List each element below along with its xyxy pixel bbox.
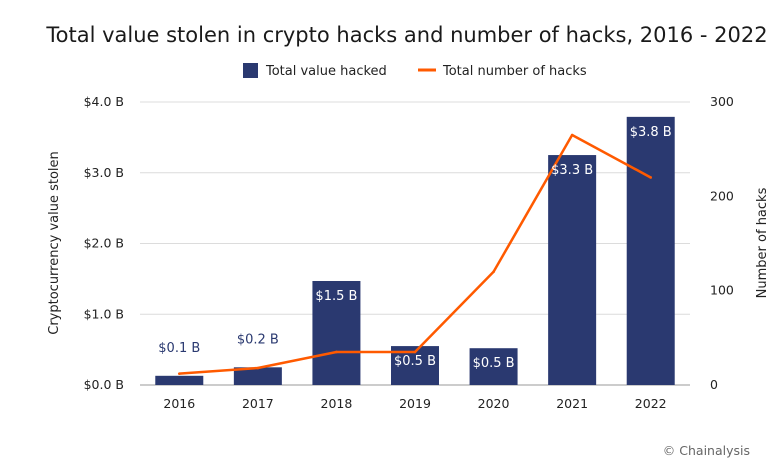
- y-tick-right: 300: [710, 94, 734, 109]
- bar-data-label: $0.2 B: [237, 332, 279, 347]
- chart-title: Total value stolen in crypto hacks and n…: [45, 23, 767, 47]
- legend: Total value hacked Total number of hacks: [243, 63, 587, 79]
- y-axis-label-right: Number of hacks: [755, 187, 770, 298]
- y-tick-right: 0: [710, 377, 718, 392]
- gridlines: [140, 101, 690, 386]
- y-tick-left: $4.0 B: [84, 94, 124, 109]
- bar-data-label: $0.5 B: [394, 354, 436, 369]
- legend-swatch-total-value-hacked: [243, 63, 258, 78]
- bar-data-label: $3.3 B: [551, 163, 593, 178]
- x-tick: 2018: [321, 396, 353, 411]
- x-tick: 2020: [478, 396, 510, 411]
- left-axis-ticks: $0.0 B $1.0 B $2.0 B $3.0 B $4.0 B: [84, 94, 124, 392]
- bar-data-labels: $0.1 B $0.2 B $1.5 B $0.5 B $0.5 B $3.3 B $3.8…: [158, 125, 671, 371]
- bar-series: [155, 116, 675, 386]
- x-axis-ticks: 2016 2017 2018 2019 2020 2021 2022: [163, 396, 666, 411]
- x-tick: 2021: [556, 396, 588, 411]
- legend-label-total-number-of-hacks: Total number of hacks: [442, 64, 587, 79]
- line-point: [256, 366, 260, 370]
- bar-data-label: $0.1 B: [158, 341, 200, 356]
- bar-data-label: $0.5 B: [473, 356, 515, 371]
- y-tick-right: 200: [710, 188, 734, 203]
- line-point: [177, 372, 181, 375]
- x-tick: 2016: [163, 396, 195, 411]
- legend-label-total-value-hacked: Total value hacked: [265, 64, 387, 79]
- y-tick-left: $0.0 B: [84, 377, 124, 392]
- line-series: [177, 133, 653, 375]
- x-tick: 2017: [242, 396, 274, 411]
- source-credit: © Chainalysis: [663, 443, 750, 458]
- y-tick-left: $2.0 B: [84, 236, 124, 251]
- y-tick-left: $3.0 B: [84, 165, 124, 180]
- bar: [312, 280, 361, 385]
- right-axis-ticks: 0 100 200 300: [710, 94, 734, 392]
- y-tick-left: $1.0 B: [84, 306, 124, 321]
- bar: [626, 116, 675, 386]
- line-point: [335, 350, 338, 354]
- bar: [469, 348, 518, 385]
- x-tick: 2019: [399, 396, 431, 411]
- line-point: [570, 133, 574, 137]
- bar-data-label: $3.8 B: [630, 125, 672, 140]
- bar: [548, 155, 597, 385]
- line-point: [492, 270, 495, 274]
- bar: [233, 367, 282, 385]
- line-point: [649, 176, 653, 179]
- y-tick-right: 100: [710, 283, 734, 298]
- bar: [155, 375, 204, 385]
- line-point: [413, 350, 417, 354]
- y-axis-label-left: Cryptocurrency value stolen: [47, 151, 62, 335]
- bar-data-label: $1.5 B: [315, 289, 357, 304]
- x-tick: 2022: [635, 396, 667, 411]
